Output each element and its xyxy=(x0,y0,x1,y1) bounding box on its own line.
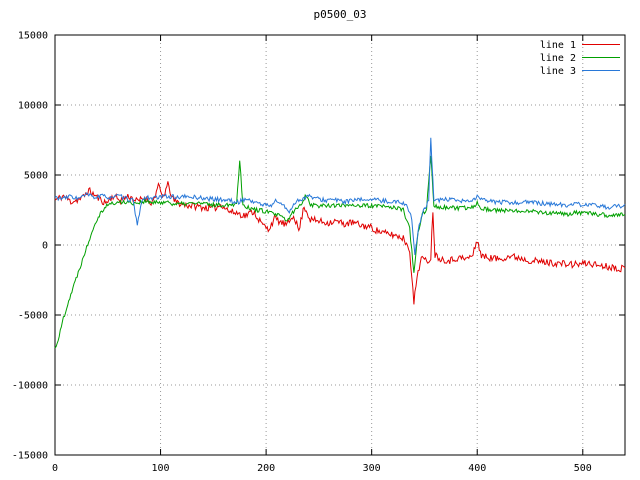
legend-label-1: line 1 xyxy=(540,40,576,51)
y-tick-label: -15000 xyxy=(12,451,48,462)
y-tick-label: -10000 xyxy=(12,381,48,392)
x-tick-label: 200 xyxy=(257,463,275,474)
y-tick-label: 10000 xyxy=(18,101,48,112)
x-tick-label: 400 xyxy=(468,463,486,474)
plot-border xyxy=(54,34,626,456)
series-line-3 xyxy=(54,137,626,255)
y-tick-label: 5000 xyxy=(24,171,48,182)
chart-title: p0500_03 xyxy=(313,8,367,21)
x-tick-label: 500 xyxy=(574,463,592,474)
x-tick-label: 300 xyxy=(363,463,381,474)
series-line-1 xyxy=(54,181,626,305)
y-tick-label: 0 xyxy=(42,241,48,252)
y-tick-label: -5000 xyxy=(18,311,48,322)
x-tick-label: 100 xyxy=(152,463,170,474)
series-line-2 xyxy=(54,155,626,349)
legend-label-3: line 3 xyxy=(540,66,576,77)
legend-label-2: line 2 xyxy=(540,53,576,64)
y-tick-label: 15000 xyxy=(18,31,48,42)
x-tick-label: 0 xyxy=(52,463,58,474)
